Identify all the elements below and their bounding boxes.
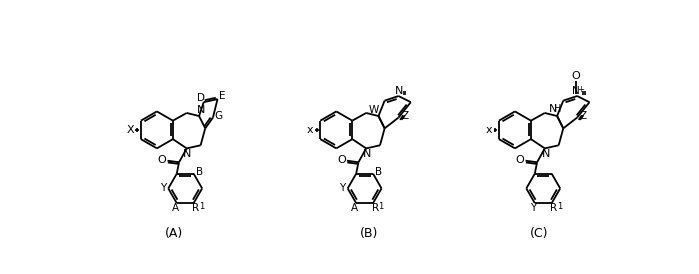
Text: H: H [554, 104, 561, 114]
Text: D: D [196, 93, 205, 103]
Text: W: W [369, 105, 379, 115]
Text: Z: Z [579, 111, 587, 121]
Text: A: A [172, 203, 179, 213]
Text: Z: Z [401, 111, 408, 121]
Text: R: R [372, 204, 379, 213]
Text: O: O [571, 71, 580, 81]
Text: Y: Y [160, 183, 166, 193]
Text: +: + [577, 85, 584, 94]
Text: B: B [375, 167, 382, 177]
Text: 1: 1 [199, 202, 204, 212]
Text: N: N [196, 105, 205, 115]
Text: B: B [196, 167, 203, 177]
Text: 1: 1 [378, 202, 384, 212]
Text: N: N [542, 149, 549, 159]
Text: O: O [516, 155, 524, 165]
Text: x: x [486, 125, 492, 135]
Text: O: O [337, 155, 346, 165]
Text: x: x [307, 125, 314, 135]
Text: Y: Y [339, 183, 345, 193]
Text: N: N [395, 86, 403, 96]
Text: X: X [127, 125, 135, 135]
Text: E: E [219, 91, 225, 101]
Text: R: R [192, 204, 199, 213]
Text: 1: 1 [557, 202, 562, 212]
Text: (A): (A) [165, 227, 183, 239]
Text: N: N [183, 149, 192, 159]
Text: R: R [551, 204, 558, 213]
Text: N: N [363, 149, 371, 159]
Text: (C): (C) [531, 227, 549, 239]
Text: A: A [351, 203, 358, 213]
Text: (B): (B) [359, 227, 378, 239]
Text: Y: Y [530, 203, 536, 213]
Text: N: N [572, 86, 579, 96]
Text: O: O [158, 155, 166, 165]
Text: N: N [549, 104, 558, 114]
Text: G: G [215, 111, 222, 121]
